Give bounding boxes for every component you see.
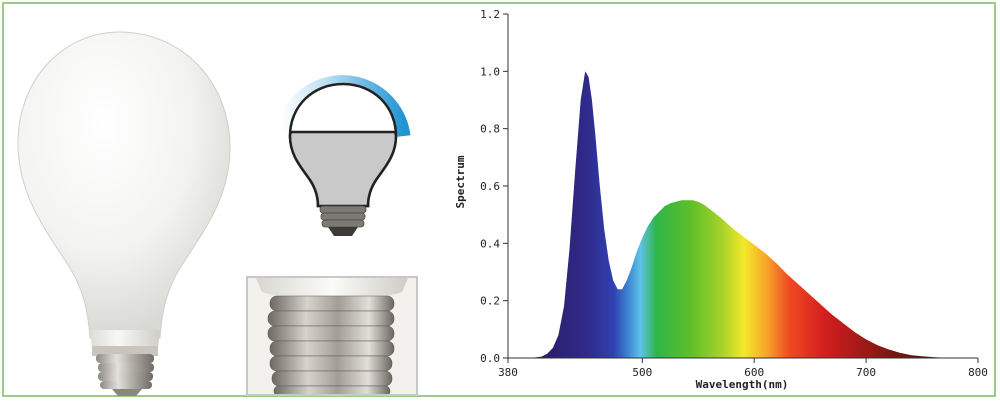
x-ticks: 380 500 600 700 800 (498, 358, 988, 379)
x-axis-label: Wavelength(nm) (696, 378, 789, 391)
spectrum-area (508, 71, 978, 359)
x-tick-label: 800 (968, 366, 988, 379)
y-tick-label: 0.2 (480, 295, 500, 308)
x-tick-label: 600 (744, 366, 764, 379)
x-tick-label: 700 (856, 366, 876, 379)
y-axis-label: Spectrum (454, 155, 467, 208)
y-tick-label: 0.4 (480, 237, 500, 250)
y-tick-label: 1.2 (480, 8, 500, 21)
dimmable-bulb-icon (275, 75, 411, 236)
spectrum-chart: 0.0 0.2 0.4 0.6 0.8 1.0 1.2 380 500 600 700 800 Sp… (454, 8, 988, 391)
x-tick-label: 500 (632, 366, 652, 379)
y-tick-label: 0.6 (480, 180, 500, 193)
x-tick-label: 380 (498, 366, 518, 379)
led-bulb-photo (17, 31, 231, 396)
e27-base-photo (246, 276, 418, 396)
y-ticks: 0.0 0.2 0.4 0.6 0.8 1.0 1.2 (480, 8, 508, 365)
plot-area (508, 71, 978, 359)
y-tick-label: 0.8 (480, 123, 500, 136)
y-tick-label: 1.0 (480, 65, 500, 78)
y-tick-label: 0.0 (480, 352, 500, 365)
